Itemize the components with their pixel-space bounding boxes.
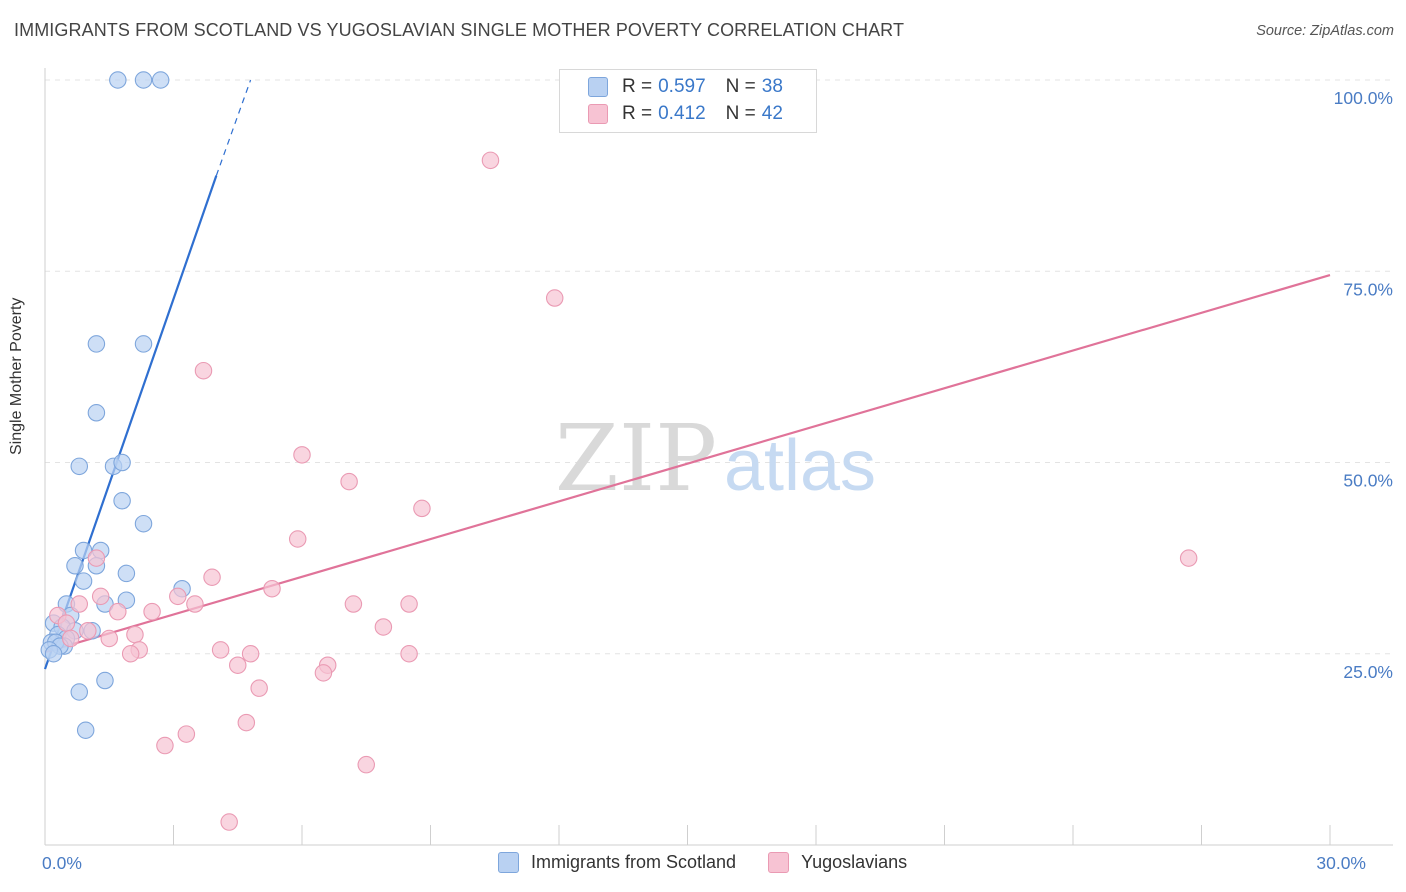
pink-data-point bbox=[70, 595, 89, 613]
pink-data-point bbox=[1179, 549, 1198, 567]
y-tick-label: 75.0% bbox=[1343, 279, 1393, 299]
legend-label-scotland: Immigrants from Scotland bbox=[531, 852, 737, 872]
pink-data-point bbox=[481, 151, 500, 170]
pink-data-point bbox=[340, 472, 358, 491]
blue-data-point bbox=[70, 683, 89, 701]
blue-data-point bbox=[44, 644, 63, 663]
pink-data-point bbox=[314, 664, 333, 682]
pink-data-point bbox=[220, 813, 238, 831]
watermark-atlas: atlas bbox=[724, 426, 876, 506]
series-legend: Immigrants from Scotland Yugoslavians bbox=[498, 852, 939, 873]
blue-data-point bbox=[87, 335, 106, 353]
correlation-legend: R = 0.597 N = 38 R = 0.412 N = 42 bbox=[559, 69, 817, 133]
legend-n-label: N = bbox=[725, 103, 756, 124]
source-label: Source: ZipAtlas.com bbox=[1256, 23, 1394, 39]
pink-data-point bbox=[400, 644, 418, 663]
pink-data-point bbox=[263, 579, 281, 598]
blue-data-point bbox=[66, 557, 84, 575]
pink-data-point bbox=[91, 587, 110, 606]
pink-data-point bbox=[121, 644, 140, 663]
blue-data-point bbox=[134, 71, 153, 89]
legend-n-value: 38 bbox=[761, 76, 783, 97]
pink-data-point bbox=[61, 629, 80, 648]
pink-data-point bbox=[194, 361, 213, 380]
y-axis-label: Single Mother Poverty bbox=[8, 297, 25, 455]
pink-data-point bbox=[241, 644, 260, 663]
blue-data-point bbox=[74, 541, 93, 560]
pink-trend-line bbox=[44, 274, 1331, 654]
blue-data-point bbox=[96, 671, 114, 690]
blue-data-point bbox=[70, 457, 89, 476]
pink-data-point bbox=[357, 755, 375, 774]
legend-swatch-pink bbox=[588, 104, 608, 124]
legend-swatch-pink bbox=[768, 852, 790, 873]
pink-data-point bbox=[126, 625, 144, 644]
pink-data-point bbox=[211, 641, 230, 659]
blue-data-point bbox=[87, 404, 106, 422]
pink-data-point bbox=[79, 622, 97, 640]
pink-data-point bbox=[203, 568, 221, 586]
pink-data-point bbox=[237, 713, 256, 732]
y-tick-label: 100.0% bbox=[1334, 88, 1393, 108]
blue-data-point bbox=[113, 453, 131, 472]
legend-r-label: R = bbox=[622, 103, 653, 124]
pink-data-point bbox=[177, 725, 196, 743]
legend-n-value: 42 bbox=[761, 103, 783, 124]
legend-swatch-blue bbox=[588, 77, 608, 97]
pink-data-point bbox=[374, 618, 393, 636]
y-tick-label: 50.0% bbox=[1343, 471, 1393, 491]
pink-data-point bbox=[400, 595, 418, 613]
blue-data-point bbox=[76, 721, 95, 739]
legend-r-value: 0.597 bbox=[658, 76, 706, 97]
legend-item-scotland[interactable]: Immigrants from Scotland bbox=[498, 852, 736, 873]
pink-data-point bbox=[545, 289, 564, 307]
blue-data-point bbox=[117, 564, 136, 583]
pink-data-point bbox=[169, 587, 187, 606]
pink-data-point bbox=[87, 549, 106, 567]
legend-swatch-blue bbox=[498, 852, 519, 873]
legend-row-yugoslavians: R = 0.412 N = 42 bbox=[588, 102, 783, 126]
legend-item-yugoslavians[interactable]: Yugoslavians bbox=[768, 852, 907, 873]
pink-data-point bbox=[186, 595, 204, 613]
blue-trend-line bbox=[43, 175, 218, 670]
legend-r-label: R = bbox=[622, 76, 653, 97]
blue-data-point bbox=[74, 572, 93, 590]
pink-data-point bbox=[288, 530, 307, 548]
pink-data-point bbox=[143, 602, 161, 621]
tick-labels: 25.0% 50.0% 75.0% 100.0% 0.0% 30.0% bbox=[42, 88, 1393, 873]
trend-lines bbox=[43, 79, 1331, 670]
pink-data-point bbox=[100, 629, 119, 648]
x-tick-label: 30.0% bbox=[1316, 853, 1366, 873]
blue-trend-extension bbox=[215, 79, 252, 176]
legend-r-value: 0.412 bbox=[658, 103, 706, 124]
blue-data-point bbox=[109, 71, 127, 89]
pink-data-point bbox=[413, 499, 431, 518]
pink-data-point bbox=[344, 595, 363, 613]
chart-title: IMMIGRANTS FROM SCOTLAND VS YUGOSLAVIAN … bbox=[14, 20, 905, 40]
pink-data-point bbox=[156, 736, 174, 755]
legend-n-label: N = bbox=[725, 76, 756, 97]
pink-data-point bbox=[293, 446, 311, 464]
grid-lines bbox=[45, 79, 1393, 655]
blue-data-point bbox=[151, 71, 170, 89]
axes bbox=[44, 68, 1393, 846]
pink-data-point bbox=[109, 602, 127, 621]
legend-row-scotland: R = 0.597 N = 38 bbox=[588, 75, 783, 99]
legend-label-yugoslavians: Yugoslavians bbox=[801, 852, 908, 872]
x-tick-label: 0.0% bbox=[42, 853, 82, 873]
y-tick-label: 25.0% bbox=[1343, 662, 1393, 682]
pink-data-point bbox=[229, 656, 247, 674]
blue-data-point bbox=[134, 335, 153, 353]
blue-data-point bbox=[113, 491, 131, 510]
watermark: ZIP atlas bbox=[555, 405, 876, 512]
pink-data-point bbox=[250, 679, 268, 697]
pink-data-point bbox=[57, 614, 76, 632]
blue-data-point bbox=[134, 514, 153, 533]
